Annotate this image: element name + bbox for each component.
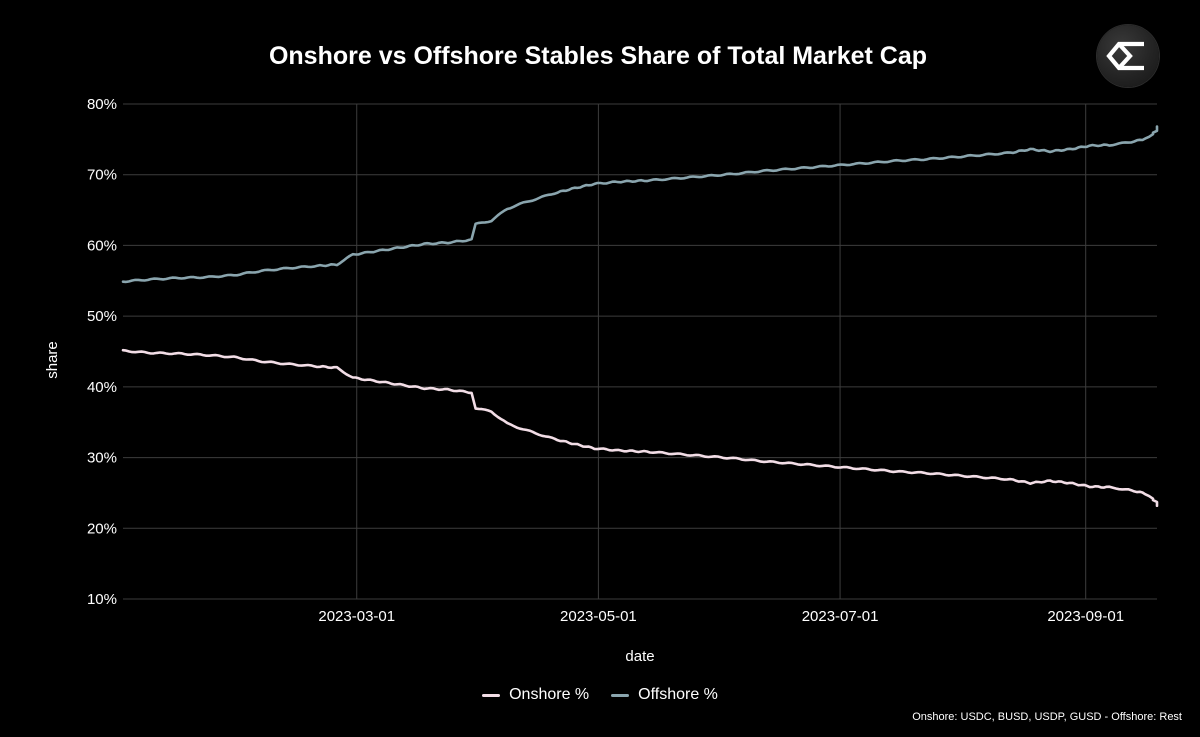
y-tick-label: 30%: [87, 450, 117, 467]
y-tick-label: 70%: [87, 167, 117, 184]
legend-item-offshore[interactable]: Offshore %: [611, 686, 718, 704]
x-axis-tick-labels: 2023-03-01 2023-05-01 2023-07-01 2023-09-01: [318, 608, 1124, 625]
legend-swatch-onshore: [482, 693, 501, 697]
footnote: Onshore: USDC, BUSD, USDP, GUSD - Offsho…: [912, 711, 1182, 723]
legend-item-onshore[interactable]: Onshore %: [482, 686, 589, 704]
x-tick-label: 2023-03-01: [318, 608, 395, 625]
y-tick-label: 40%: [87, 379, 117, 396]
y-tick-label: 20%: [87, 520, 117, 537]
y-axis-tick-labels: 10% 20% 30% 40% 50% 60% 70% 80%: [87, 96, 117, 608]
chart-title: Onshore vs Offshore Stables Share of Tot…: [268, 42, 928, 70]
series-lines: [121, 125, 1159, 507]
x-tick-label: 2023-07-01: [802, 608, 879, 625]
y-tick-label: 80%: [87, 96, 117, 113]
legend-label-offshore: Offshore %: [638, 686, 718, 703]
x-axis-title: date: [625, 648, 654, 665]
grid-lines: [123, 103, 1157, 600]
legend-label-onshore: Onshore %: [509, 686, 590, 703]
y-tick-label: 10%: [87, 591, 117, 608]
legend-swatch-offshore: [611, 693, 630, 697]
sigma-logo-icon: [1097, 25, 1159, 87]
series-line-onshore[interactable]: [121, 348, 1159, 507]
series-line-offshore[interactable]: [121, 125, 1159, 284]
x-tick-label: 2023-05-01: [560, 608, 637, 625]
x-tick-label: 2023-09-01: [1047, 608, 1124, 625]
y-tick-label: 60%: [87, 237, 117, 254]
y-tick-label: 50%: [87, 308, 117, 325]
y-axis-title: share: [44, 341, 61, 379]
legend: Onshore % Offshore %: [0, 686, 1200, 704]
